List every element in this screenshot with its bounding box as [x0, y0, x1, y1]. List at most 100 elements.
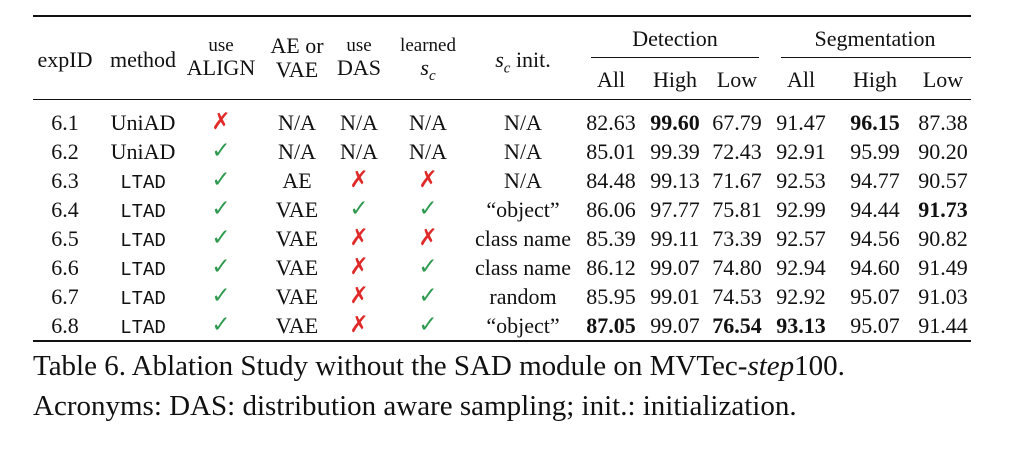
cell-seg-low: 90.57	[918, 168, 968, 193]
cross-icon: ✗	[349, 225, 369, 251]
cross-icon: ✗	[349, 167, 369, 193]
header-ae-or-vae: AE or VAE	[270, 33, 324, 82]
cell-method: LTAD	[120, 201, 166, 223]
cell-expid: 6.4	[51, 197, 79, 222]
header-rule	[33, 99, 971, 100]
cell-seg-all: 92.94	[776, 255, 826, 280]
subheader-det-high: High	[653, 67, 697, 92]
cell-sc-init: N/A	[504, 139, 542, 164]
check-icon: ✓	[211, 254, 231, 280]
cell-det-high: 99.13	[650, 168, 700, 193]
check-icon: ✓	[418, 254, 438, 280]
cell-sc-init: “object”	[486, 197, 560, 222]
check-icon: ✓	[418, 283, 438, 309]
cell-det-all: 86.12	[586, 255, 636, 280]
subheader-seg-high: High	[853, 67, 897, 92]
cell-det-high: 99.39	[650, 139, 700, 164]
subheader-seg-all: All	[786, 67, 816, 92]
cell-method: LTAD	[120, 317, 166, 339]
cross-icon: ✗	[418, 225, 438, 251]
cell-seg-low: 90.20	[918, 139, 968, 164]
header-use-align: use ALIGN	[186, 35, 256, 80]
cell-seg-high: 95.99	[850, 139, 900, 164]
cell-ae-or-vae: VAE	[275, 197, 319, 222]
cell-method: UniAD	[110, 139, 176, 164]
cell-det-high: 97.77	[650, 197, 700, 222]
cell-ae-or-vae: VAE	[275, 313, 319, 338]
cell-expid: 6.5	[51, 226, 79, 251]
cell-learned-sc: N/A	[409, 110, 447, 135]
cell-expid: 6.3	[51, 168, 79, 193]
subheader-det-low: Low	[716, 67, 758, 92]
cell-seg-high: 94.60	[850, 255, 900, 280]
cell-use-das: N/A	[340, 110, 378, 135]
subheader-det-all: All	[596, 67, 626, 92]
cell-det-low: 73.39	[712, 226, 762, 251]
header-sc-init: sc init.	[495, 47, 551, 77]
cell-det-all: 85.01	[586, 139, 636, 164]
cell-sc-init: N/A	[504, 110, 542, 135]
cell-det-all: 85.39	[586, 226, 636, 251]
cell-seg-all: 92.91	[776, 139, 826, 164]
cell-det-high: 99.07	[650, 313, 700, 338]
cell-seg-all: 93.13	[776, 313, 826, 338]
cell-use-das: N/A	[340, 139, 378, 164]
cell-ae-or-vae: VAE	[275, 284, 319, 309]
check-icon: ✓	[211, 225, 231, 251]
cross-icon: ✗	[418, 167, 438, 193]
cell-det-low: 72.43	[712, 139, 762, 164]
cell-det-low: 75.81	[712, 197, 762, 222]
cell-seg-low: 90.82	[918, 226, 968, 251]
segmentation-underline	[781, 57, 971, 58]
cross-icon: ✗	[349, 312, 369, 338]
detection-underline	[591, 57, 759, 58]
header-detection: Detection	[632, 26, 718, 51]
cell-det-all: 87.05	[586, 313, 636, 338]
cell-det-high: 99.07	[650, 255, 700, 280]
header-learned-sc: learned sc	[400, 35, 456, 84]
cell-sc-init: class name	[475, 255, 571, 280]
caption-line-2: Acronyms: DAS: distribution aware sampli…	[33, 390, 797, 422]
cell-seg-all: 92.92	[776, 284, 826, 309]
cross-icon: ✗	[349, 254, 369, 280]
cell-seg-low: 91.49	[918, 255, 968, 280]
check-icon: ✓	[211, 196, 231, 222]
cross-icon: ✗	[211, 109, 231, 135]
cell-expid: 6.2	[51, 139, 79, 164]
cell-seg-high: 94.56	[850, 226, 900, 251]
header-expid: expID	[37, 47, 93, 72]
caption-line-1: Table 6. Ablation Study without the SAD …	[33, 350, 845, 382]
cell-seg-all: 92.57	[776, 226, 826, 251]
cell-sc-init: class name	[475, 226, 571, 251]
cell-seg-high: 94.77	[850, 168, 900, 193]
subheader-seg-low: Low	[922, 67, 964, 92]
cell-seg-high: 94.44	[850, 197, 900, 222]
cell-det-low: 74.80	[712, 255, 762, 280]
cell-ae-or-vae: VAE	[275, 226, 319, 251]
cell-det-low: 67.79	[712, 110, 762, 135]
header-segmentation: Segmentation	[814, 26, 936, 51]
cell-method: UniAD	[110, 110, 176, 135]
cell-det-all: 82.63	[586, 110, 636, 135]
bottom-rule	[33, 340, 971, 342]
cell-method: LTAD	[120, 172, 166, 194]
cell-seg-all: 91.47	[776, 110, 826, 135]
cell-seg-low: 91.44	[918, 313, 968, 338]
cross-icon: ✗	[349, 283, 369, 309]
cell-det-low: 76.54	[712, 313, 762, 338]
cell-ae-or-vae: AE	[282, 168, 312, 193]
cell-seg-high: 95.07	[850, 313, 900, 338]
cell-method: LTAD	[120, 259, 166, 281]
cell-det-low: 71.67	[712, 168, 762, 193]
cell-seg-all: 92.53	[776, 168, 826, 193]
cell-ae-or-vae: VAE	[275, 255, 319, 280]
cell-seg-low: 87.38	[918, 110, 968, 135]
check-icon: ✓	[418, 196, 438, 222]
cell-sc-init: random	[489, 284, 557, 309]
check-icon: ✓	[349, 196, 369, 222]
check-icon: ✓	[211, 167, 231, 193]
cell-det-high: 99.60	[650, 110, 700, 135]
header-use-das: use DAS	[336, 35, 382, 80]
cell-learned-sc: N/A	[409, 139, 447, 164]
table-caption: Table 6. Ablation Study without the SAD …	[33, 346, 993, 426]
